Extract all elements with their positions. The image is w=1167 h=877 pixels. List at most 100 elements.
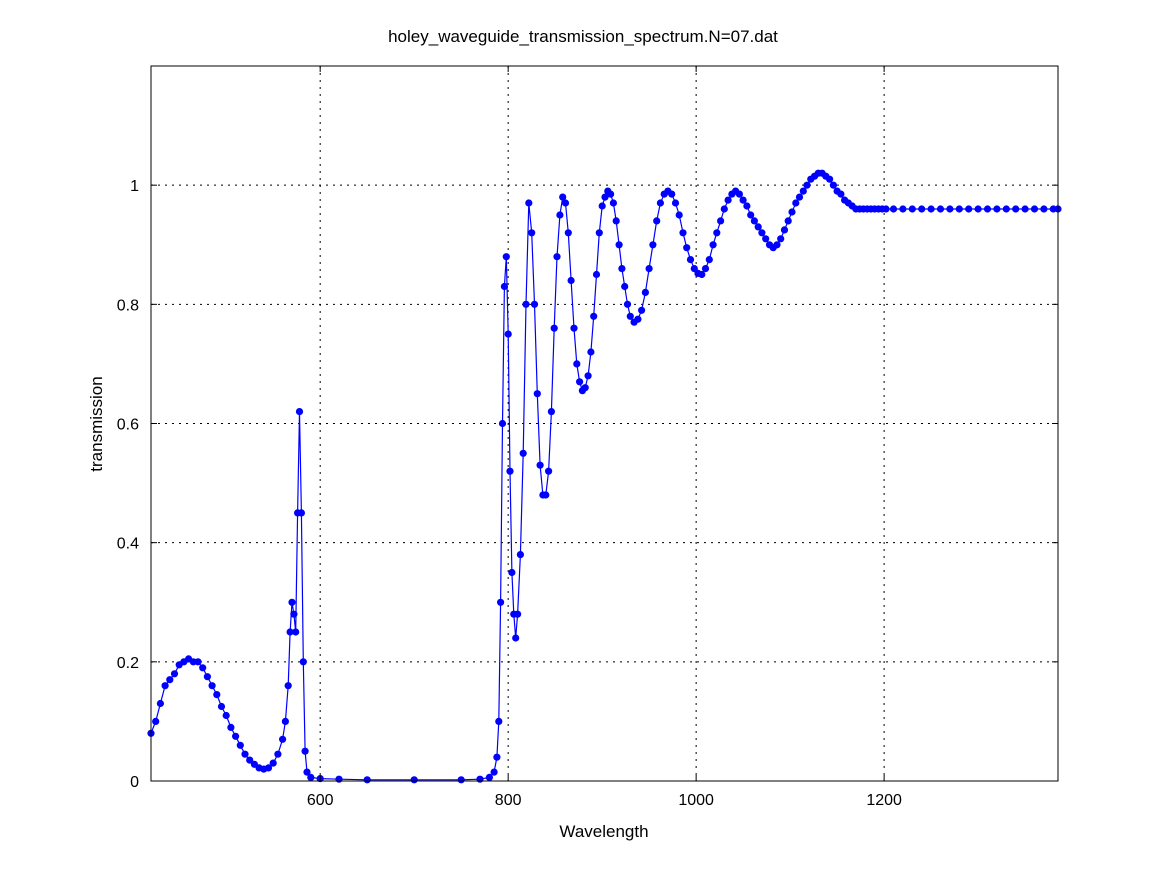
- y-tick-label: 1: [130, 178, 139, 195]
- data-point: [500, 282, 508, 291]
- series: [147, 169, 1062, 784]
- data-point: [514, 610, 522, 618]
- data-point: [1002, 205, 1010, 213]
- data-point: [795, 193, 804, 201]
- data-point: [530, 300, 539, 308]
- data-point: [561, 199, 570, 207]
- data-point: [536, 461, 544, 469]
- data-point: [516, 551, 525, 559]
- data-point: [281, 717, 289, 726]
- data-point: [899, 205, 907, 213]
- data-point: [826, 175, 834, 183]
- data-point: [303, 768, 311, 776]
- data-point: [208, 682, 216, 690]
- data-point: [754, 223, 762, 231]
- data-point: [653, 217, 661, 225]
- data-point: [936, 205, 945, 213]
- data-point: [297, 509, 305, 517]
- data-point: [286, 628, 294, 636]
- data-point: [638, 306, 646, 314]
- data-point: [623, 300, 632, 308]
- data-point: [497, 598, 505, 606]
- data-point: [292, 628, 300, 636]
- axis-ticks: 600 800 1000 1200 0 0.2 0.4 0.6 0.8 1: [117, 66, 1058, 809]
- data-point: [908, 205, 916, 213]
- data-point: [495, 717, 503, 726]
- data-point: [837, 190, 845, 198]
- x-tick-label: 800: [495, 792, 522, 809]
- data-point: [457, 776, 465, 784]
- data-point: [166, 676, 174, 684]
- y-tick-label: 0.6: [117, 417, 139, 434]
- data-point: [607, 190, 615, 198]
- data-point: [701, 265, 710, 273]
- y-tick-label: 0.2: [117, 655, 139, 672]
- data-point: [522, 300, 530, 308]
- data-point: [792, 199, 800, 207]
- data-point: [739, 196, 747, 204]
- y-tick-label: 0.4: [117, 536, 139, 553]
- chart-title: holey_waveguide_transmission_spectrum.N=…: [388, 27, 778, 46]
- x-tick-label: 600: [307, 792, 334, 809]
- data-point: [274, 750, 282, 758]
- data-point: [709, 241, 717, 249]
- data-point: [363, 776, 371, 784]
- data-point: [668, 190, 676, 198]
- data-point: [161, 682, 169, 690]
- data-point: [1021, 205, 1029, 213]
- data-point: [649, 241, 657, 249]
- data-point: [656, 199, 665, 207]
- data-point: [295, 408, 304, 416]
- data-point: [199, 664, 207, 672]
- data-point: [227, 723, 235, 732]
- data-point: [232, 732, 240, 740]
- data-point: [213, 691, 221, 699]
- data-point: [584, 372, 592, 380]
- data-point: [506, 467, 514, 475]
- data-point: [705, 256, 713, 264]
- data-point: [542, 491, 550, 499]
- data-point: [493, 753, 501, 761]
- data-point: [803, 181, 811, 189]
- data-point: [335, 775, 343, 783]
- data-point: [777, 235, 785, 243]
- data-point: [601, 193, 609, 201]
- data-point: [965, 205, 973, 213]
- data-point: [598, 202, 606, 210]
- data-point: [679, 229, 687, 237]
- data-point: [519, 449, 527, 457]
- y-tick-label: 0.8: [117, 297, 139, 314]
- data-point: [641, 288, 650, 296]
- data-point: [570, 324, 578, 332]
- data-point: [595, 229, 603, 237]
- data-point: [246, 756, 254, 764]
- data-point: [587, 348, 595, 356]
- data-point: [717, 217, 725, 225]
- data-point: [634, 315, 642, 323]
- data-point: [533, 390, 541, 398]
- data-point: [545, 467, 553, 475]
- data-point: [735, 190, 744, 198]
- data-point: [1040, 205, 1048, 213]
- data-point: [615, 241, 623, 249]
- grid: [151, 66, 1058, 782]
- data-point: [525, 199, 533, 207]
- y-tick-label: 0: [130, 774, 139, 791]
- data-point: [170, 670, 179, 678]
- data-point: [645, 265, 653, 273]
- data-point: [758, 229, 766, 237]
- data-point: [203, 673, 211, 681]
- data-point: [264, 764, 273, 772]
- data-point: [504, 330, 512, 338]
- data-point: [829, 181, 838, 189]
- data-point: [974, 205, 982, 213]
- data-point: [1012, 205, 1020, 213]
- data-point: [993, 205, 1001, 213]
- data-point: [799, 187, 807, 195]
- data-point: [788, 208, 796, 216]
- data-point: [882, 205, 890, 213]
- data-point: [222, 711, 230, 720]
- data-point: [686, 256, 695, 264]
- data-point: [750, 217, 759, 225]
